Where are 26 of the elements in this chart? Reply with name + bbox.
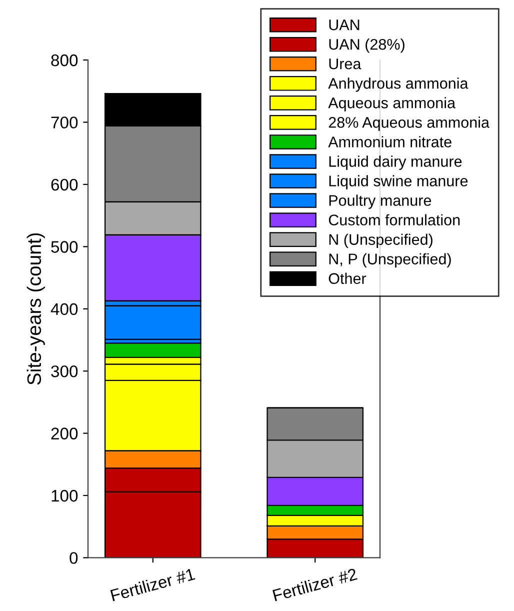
legend-label: 28% Aqueous ammonia bbox=[328, 116, 490, 131]
y-tick-label: 100 bbox=[52, 490, 78, 502]
legend-label: UAN (28%) bbox=[329, 38, 404, 53]
y-tick-label: 500 bbox=[51, 241, 78, 253]
legend-label: N (Unspecified) bbox=[329, 234, 432, 248]
y-axis-title: Site-years (count) bbox=[26, 233, 45, 385]
y-tick-label: 300 bbox=[51, 365, 78, 378]
legend-label: N, P (Unspecified) bbox=[329, 253, 451, 268]
legend-label: Liquid swine manure bbox=[329, 175, 468, 190]
y-tick-label: 200 bbox=[51, 428, 78, 440]
legend-label: Poultry manure bbox=[329, 194, 432, 209]
legend-label: Anhydrous ammonia bbox=[328, 78, 468, 92]
legend-label: Other bbox=[328, 272, 366, 284]
legend-label: Liquid dairy manure bbox=[329, 156, 462, 170]
y-tick-label: 700 bbox=[51, 116, 78, 128]
y-tick-label: 600 bbox=[51, 178, 78, 191]
x-tick-label: Fertilizer #1 bbox=[110, 568, 196, 602]
legend-label: Custom formulation bbox=[328, 214, 460, 226]
y-tick-label: 0 bbox=[70, 552, 78, 564]
legend-label: Ammonium nitrate bbox=[328, 136, 452, 148]
y-tick-label: 400 bbox=[50, 303, 78, 316]
x-tick-label: Fertilizer #2 bbox=[272, 568, 358, 602]
legend-label: Aqueous ammonia bbox=[328, 97, 456, 112]
legend-label: UAN bbox=[329, 20, 360, 30]
legend-label: Urea bbox=[329, 58, 362, 70]
y-tick-label: 800 bbox=[51, 54, 78, 66]
